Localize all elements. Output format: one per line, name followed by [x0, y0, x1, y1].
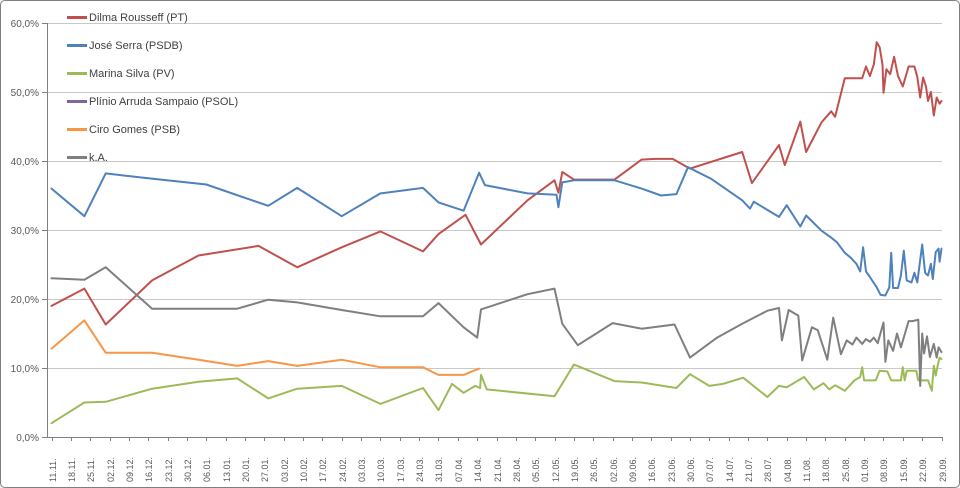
y-axis-label: 0,0% [16, 433, 39, 444]
legend-label: k.A. [89, 151, 108, 164]
x-axis-label: 14.04. [473, 457, 483, 482]
x-axis-label: 21.07. [744, 457, 754, 482]
x-axis-label: 02.12. [106, 457, 116, 482]
x-axis-label: 16.12. [144, 457, 154, 482]
x-axis-label: 30.12. [183, 457, 193, 482]
legend-label: Ciro Gomes (PSB) [89, 123, 181, 136]
y-axis-label: 30,0% [11, 226, 39, 237]
legend-label: Dilma Rousseff (PT) [89, 11, 188, 24]
x-axis-label: 23.06. [667, 457, 677, 482]
x-axis-label: 18.11. [67, 458, 77, 482]
x-axis-label: 25.11. [86, 458, 96, 482]
y-axis-label: 50,0% [11, 88, 39, 99]
x-axis-label: 18.08. [821, 457, 831, 482]
x-axis-label: 05.05. [531, 457, 541, 482]
x-axis-label: 19.05. [570, 457, 580, 482]
x-axis-label: 03.02. [280, 457, 290, 482]
x-axis-label: 15.09. [899, 457, 909, 482]
legend-label: Plínio Arruda Sampaio (PSOL) [89, 95, 239, 108]
x-axis-label: 02.06. [609, 457, 619, 482]
legend-item-ciro-gomes-psb: Ciro Gomes (PSB) [67, 120, 238, 139]
x-axis-label: 09.12. [125, 457, 135, 482]
x-axis-label: 14.07. [725, 457, 735, 482]
legend-item-marina-silva-pv: Marina Silva (PV) [67, 64, 238, 83]
legend-line-swatch-icon [67, 156, 87, 159]
x-axis-label: 10.03. [376, 457, 386, 482]
x-axis-label: 04.08. [783, 457, 793, 482]
legend-line-swatch-icon [67, 128, 87, 131]
x-axis-label: 11.08. [802, 458, 812, 482]
series-line-dilma-rousseff-pt [50, 41, 943, 326]
series-line-marina-silva-pv [50, 356, 943, 425]
series-line-jos-serra-psdb [50, 166, 943, 297]
x-axis-label: 12.05. [551, 457, 561, 482]
y-axis-label: 40,0% [11, 157, 39, 168]
x-axis-label: 24.03. [415, 457, 425, 482]
legend-label: José Serra (PSDB) [89, 39, 183, 52]
legend-item-jos-serra-psdb: José Serra (PSDB) [67, 36, 238, 55]
legend-line-swatch-icon [67, 100, 87, 103]
x-axis-label: 11.11. [48, 458, 58, 482]
x-axis-label: 17.02. [318, 457, 328, 482]
x-axis-label: 27.01. [260, 457, 270, 482]
x-axis-label: 21.04. [493, 457, 503, 482]
series-line-ciro-gomes-psb [50, 319, 481, 376]
x-axis-label: 26.05. [589, 457, 599, 482]
x-axis-label: 23.12. [164, 457, 174, 482]
x-axis-label: 22.09. [918, 457, 928, 482]
chart-legend: Dilma Rousseff (PT) José Serra (PSDB) Mari… [67, 8, 238, 176]
legend-item-dilma-rousseff-pt: Dilma Rousseff (PT) [67, 8, 238, 27]
y-axis-label: 10,0% [11, 364, 39, 375]
x-axis-label: 28.07. [763, 457, 773, 482]
series-line-k-a [50, 266, 943, 387]
legend-label: Marina Silva (PV) [89, 67, 175, 80]
x-axis-label: 01.09. [860, 457, 870, 482]
x-axis-label: 07.04. [454, 457, 464, 482]
y-axis-label: 20,0% [11, 295, 39, 306]
x-axis-label: 28.04. [512, 457, 522, 482]
x-axis-label: 09.06. [628, 457, 638, 482]
legend-line-swatch-icon [67, 44, 87, 47]
x-axis-label: 13.01. [222, 457, 232, 482]
x-axis-label: 06.01. [202, 457, 212, 482]
x-axis-label: 30.06. [686, 457, 696, 482]
x-axis-label: 24.02. [338, 457, 348, 482]
x-axis-label: 16.06. [647, 457, 657, 482]
x-axis-label: 03.03. [357, 457, 367, 482]
x-axis-label: 17.03. [396, 457, 406, 482]
x-axis-label: 08.09. [879, 457, 889, 482]
x-axis-label: 07.07. [705, 457, 715, 482]
legend-item-pl-nio-arruda-sampaio-psol: Plínio Arruda Sampaio (PSOL) [67, 92, 238, 111]
x-axis-label: 31.03. [434, 457, 444, 482]
y-axis-label: 60,0% [11, 19, 39, 30]
x-axis-label: 29.09. [938, 457, 948, 482]
x-axis-label: 20.01. [241, 457, 251, 482]
legend-line-swatch-icon [67, 72, 87, 75]
legend-line-swatch-icon [67, 16, 87, 19]
legend-item-k-a: k.A. [67, 148, 238, 167]
x-axis-label: 25.08. [841, 457, 851, 482]
x-axis-label: 10.02. [299, 457, 309, 482]
